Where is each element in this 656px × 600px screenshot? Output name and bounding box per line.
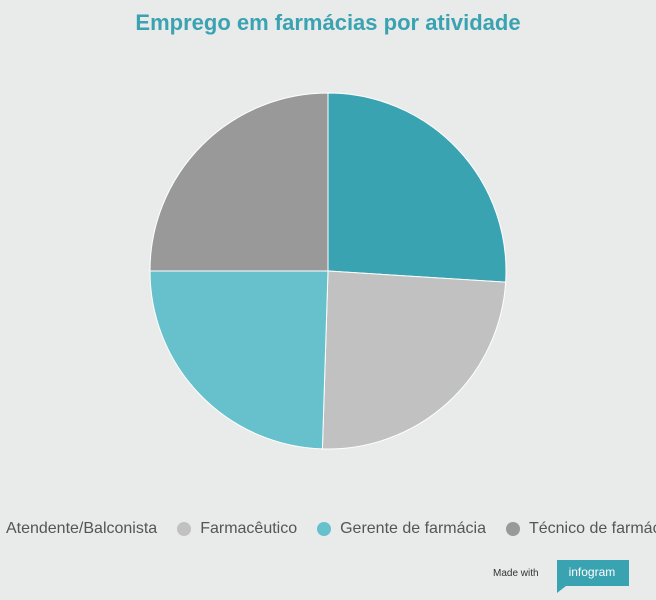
pie-slice-3[interactable] (149, 92, 329, 272)
legend-label: Gerente de farmácia (340, 520, 486, 537)
pie-slices (149, 92, 507, 450)
legend: Atendente/Balconista Farmacêutico Gerent… (0, 520, 656, 538)
legend-label: Atendente/Balconista (5, 520, 158, 537)
chart-title: Emprego em farmácias por atividade (135, 10, 521, 35)
legend-item-gerente[interactable]: Gerente de farmácia (317, 520, 486, 538)
made-with-text: Made with (493, 567, 539, 579)
legend-item-tecnico[interactable]: Técnico de farmácia (505, 520, 656, 538)
infogram-logo: infogram (556, 560, 630, 593)
legend-swatch (317, 522, 332, 536)
legend-item-atendente[interactable]: Atendente/Balconista (0, 520, 157, 538)
legend-label: Técnico de farmácia (528, 520, 656, 537)
pie-slice-1[interactable] (321, 270, 507, 450)
legend-item-farmaceutico[interactable]: Farmacêutico (177, 520, 297, 538)
made-with-infogram[interactable]: Made with infogram (493, 560, 630, 593)
pie-slice-2[interactable] (149, 270, 329, 450)
legend-label: Farmacêutico (200, 520, 298, 537)
pie-slice-0[interactable] (327, 92, 507, 283)
legend-swatch (177, 522, 192, 536)
legend-swatch (505, 522, 520, 536)
